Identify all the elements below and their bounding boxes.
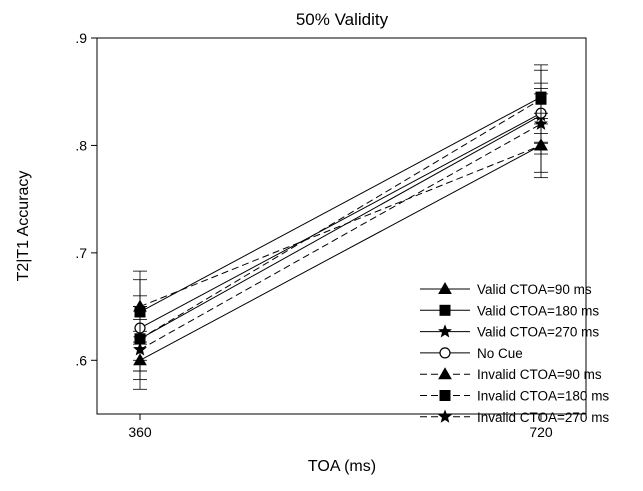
legend-entry: Valid CTOA=90 ms <box>420 281 592 297</box>
x-axis-label: TOA (ms) <box>308 458 376 475</box>
series-line <box>139 144 542 361</box>
legend-label: Invalid CTOA=90 ms <box>477 367 602 382</box>
y-axis-label: T2|T1 Accuracy <box>15 171 32 282</box>
y-tick-label: .6 <box>75 352 87 368</box>
y-tick-label: .7 <box>75 245 87 261</box>
series-line <box>139 98 542 340</box>
legend-entry: Valid CTOA=180 ms <box>420 303 599 318</box>
series-line <box>139 114 542 340</box>
series-layer <box>133 64 548 390</box>
legend-entry: Invalid CTOA=270 ms <box>420 409 609 425</box>
legend-marker <box>438 324 452 338</box>
legend-label: Invalid CTOA=270 ms <box>477 410 609 425</box>
y-tick-label: .9 <box>75 30 87 46</box>
x-tick-label: 720 <box>529 424 553 440</box>
x-axis-ticks: 360 720 <box>128 414 553 440</box>
legend-label: Valid CTOA=90 ms <box>477 282 592 297</box>
data-point <box>534 116 548 130</box>
y-tick-label: .8 <box>75 137 87 153</box>
legend-label: No Cue <box>477 346 523 361</box>
legend-marker <box>439 304 451 316</box>
legend-marker <box>439 347 451 359</box>
legend-entry: Valid CTOA=270 ms <box>420 324 599 340</box>
legend-marker <box>439 390 451 401</box>
plot-frame <box>96 37 587 415</box>
x-tick-label: 360 <box>128 424 152 440</box>
legend-entry: No Cue <box>420 346 523 361</box>
legend-entry: Invalid CTOA=180 ms <box>420 389 609 404</box>
series-line <box>139 96 542 313</box>
legend-marker <box>438 409 452 423</box>
legend-label: Valid CTOA=180 ms <box>477 303 599 318</box>
legend-marker <box>438 367 452 380</box>
legend-entry: Invalid CTOA=90 ms <box>420 367 602 382</box>
series-line <box>139 144 542 308</box>
series-line <box>139 112 542 329</box>
data-point <box>133 342 147 356</box>
chart-title: 50% Validity <box>296 10 389 29</box>
series-7 <box>133 93 548 381</box>
y-axis-ticks: .6 .7 .8 .9 <box>75 30 97 368</box>
series-4 <box>133 82 548 361</box>
legend-label: Valid CTOA=270 ms <box>477 325 599 340</box>
legend-label: Invalid CTOA=180 ms <box>477 389 609 404</box>
legend-marker <box>438 281 452 294</box>
legend: Valid CTOA=90 ms Valid CTOA=180 ms Valid C… <box>420 281 609 425</box>
